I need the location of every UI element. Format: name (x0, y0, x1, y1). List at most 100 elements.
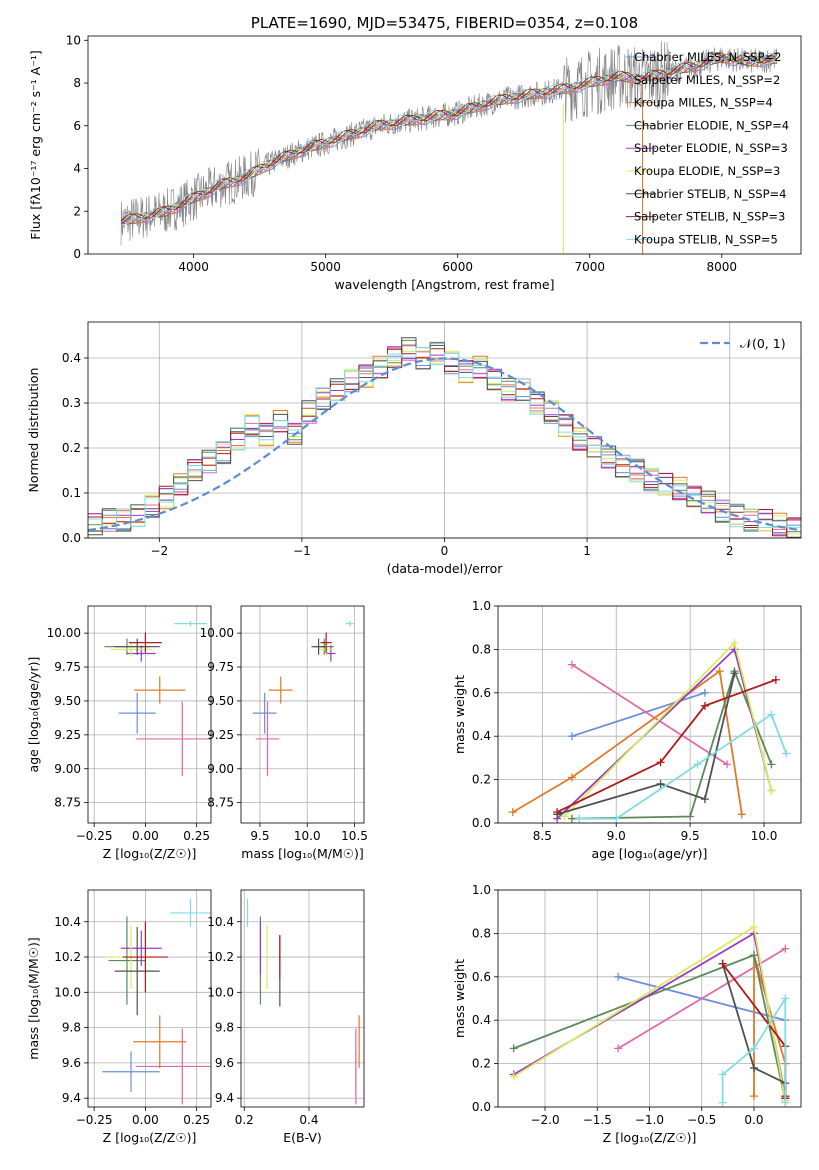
errorbar-chab-miles (252, 692, 277, 734)
plot-area (246, 898, 360, 1105)
model-line-krou-stelib (120, 53, 778, 220)
axes-frame (87, 321, 802, 539)
y-tick-label: 9.75 (207, 660, 234, 674)
weight-marker (749, 951, 758, 960)
weight-marker (782, 749, 791, 758)
axes-frame (497, 889, 802, 1108)
weight-marker (767, 760, 776, 769)
y-axis-label: Normed distribution (26, 368, 41, 493)
y-tick-label: 0.2 (62, 441, 81, 455)
errorbar-chab-stelib (114, 638, 160, 655)
x-tick-label: 8000 (707, 260, 738, 274)
x-tick-label: 9.5 (250, 829, 269, 843)
x-axis-label: age [log₁₀(age/yr)] (592, 846, 708, 861)
y-tick-label: 10.00 (47, 626, 81, 640)
y-tick-label: 0.4 (62, 351, 81, 365)
errorbar-chab-stelib (311, 638, 326, 655)
x-axis-label: E(B-V) (283, 1130, 322, 1145)
errorbar-krou-elodie (110, 642, 152, 657)
y-tick-label: 10.0 (54, 985, 81, 999)
panel-spectrum: 4000 5000 6000 7000 8000 0 2 4 6 8 10 wavelength [A… (28, 14, 802, 292)
y-tick-label: 9.6 (62, 1056, 81, 1070)
y-tick-label: 8.75 (54, 796, 81, 810)
y-tick-label: 10.4 (207, 915, 234, 929)
weight-marker (767, 710, 776, 719)
y-tick-label: 9.4 (62, 1091, 81, 1105)
x-tick-label: 9.5 (681, 829, 700, 843)
x-tick-label: −1 (293, 544, 311, 558)
legend: Chabrier MILES, N_SSP=2 Salpeter MILES, N… (626, 50, 789, 246)
plot-area (88, 337, 801, 538)
errorbar-krou-miles (268, 676, 293, 704)
errorbar-salp-elodie (326, 645, 336, 662)
x-tick-label: −0.25 (76, 1113, 113, 1127)
observed-spectrum (120, 40, 778, 246)
gridlines (241, 606, 364, 823)
weight-line-salp-stelib (556, 678, 777, 813)
errorbar-salp-stelib (320, 632, 332, 653)
gridlines (88, 890, 211, 1107)
x-tick-label: −2 (150, 544, 168, 558)
x-tick-label: 1 (583, 544, 591, 558)
model-line-chab-stelib (120, 52, 778, 225)
x-tick-label: 4000 (178, 260, 209, 274)
panel-weight-vs-age: 8.5 9.0 9.5 10.0 0.0 0.2 0.4 0.6 0.8 1.0 age [log₁… (452, 599, 802, 861)
weight-marker (567, 814, 576, 823)
x-tick-label: 6000 (442, 260, 473, 274)
y-tick-label: 9.00 (207, 762, 234, 776)
weight-marker (700, 701, 709, 710)
x-axis-label: Z [log₁₀(Z/Z☉)] (103, 1130, 197, 1145)
plot-area (120, 40, 778, 254)
y-tick-label: 9.8 (215, 1021, 234, 1035)
weight-marker (771, 675, 780, 684)
y-tick-label: 0.2 (472, 1057, 491, 1071)
legend-label: Salpeter ELODIE, N_SSP=3 (634, 141, 788, 155)
y-tick-label: 0.8 (472, 926, 491, 940)
weight-marker (749, 922, 758, 931)
legend-label: Salpeter STELIB, N_SSP=3 (634, 210, 785, 224)
errorbar-salp-miles (255, 701, 280, 777)
legend: 𝒩(0, 1) (700, 336, 786, 351)
y-tick-label: 0.2 (472, 773, 491, 787)
errorbar-chab-miles (102, 1051, 160, 1093)
weight-marker (781, 1098, 790, 1107)
x-tick-label: −1.5 (583, 1113, 612, 1127)
y-tick-label: 1.0 (472, 883, 491, 897)
y-axis-label: mass weight (452, 959, 467, 1038)
weight-marker (567, 732, 576, 741)
axes-frame (240, 605, 365, 824)
plot-area (252, 620, 354, 777)
gridlines (241, 890, 364, 1107)
weight-marker (700, 688, 709, 697)
y-tick-label: 0.4 (472, 1013, 491, 1027)
x-tick-label: 7000 (574, 260, 605, 274)
axes-frame (497, 605, 802, 824)
x-axis-label: mass [log₁₀(M/M☉)] (241, 846, 363, 861)
weight-marker (723, 760, 732, 769)
weight-marker (715, 667, 724, 676)
legend-label: Kroupa MILES, N_SSP=4 (634, 96, 773, 110)
y-tick-label: 10.0 (207, 985, 234, 999)
x-tick-label: 2 (726, 544, 734, 558)
x-tick-label: 0.25 (183, 829, 210, 843)
legend-label: Chabrier ELODIE, N_SSP=4 (634, 118, 789, 132)
x-tick-label: −0.25 (76, 829, 113, 843)
plot-area (104, 620, 211, 777)
weight-marker (749, 1063, 758, 1072)
y-tick-label: 0.8 (472, 642, 491, 656)
y-tick-label: 10.4 (54, 915, 81, 929)
y-tick-label: 10.2 (207, 950, 234, 964)
x-axis-label: Z [log₁₀(Z/Z☉)] (603, 1130, 697, 1145)
errorbar-salp-elodie (126, 645, 156, 662)
weight-marker (737, 810, 746, 819)
y-tick-label: 0.0 (62, 531, 81, 545)
weight-marker (509, 1044, 518, 1053)
x-axis-label: Z [log₁₀(Z/Z☉)] (103, 846, 197, 861)
weight-marker (575, 814, 584, 823)
y-tick-label: 6 (73, 119, 81, 133)
weight-marker (781, 994, 790, 1003)
y-tick-label: 1.0 (472, 599, 491, 613)
panel-mass-vs-ebv: 0.2 0.4 9.4 9.6 9.8 10.0 10.2 10.4 E(B-V) (207, 889, 365, 1145)
errorbar-krou-stelib (174, 620, 207, 627)
